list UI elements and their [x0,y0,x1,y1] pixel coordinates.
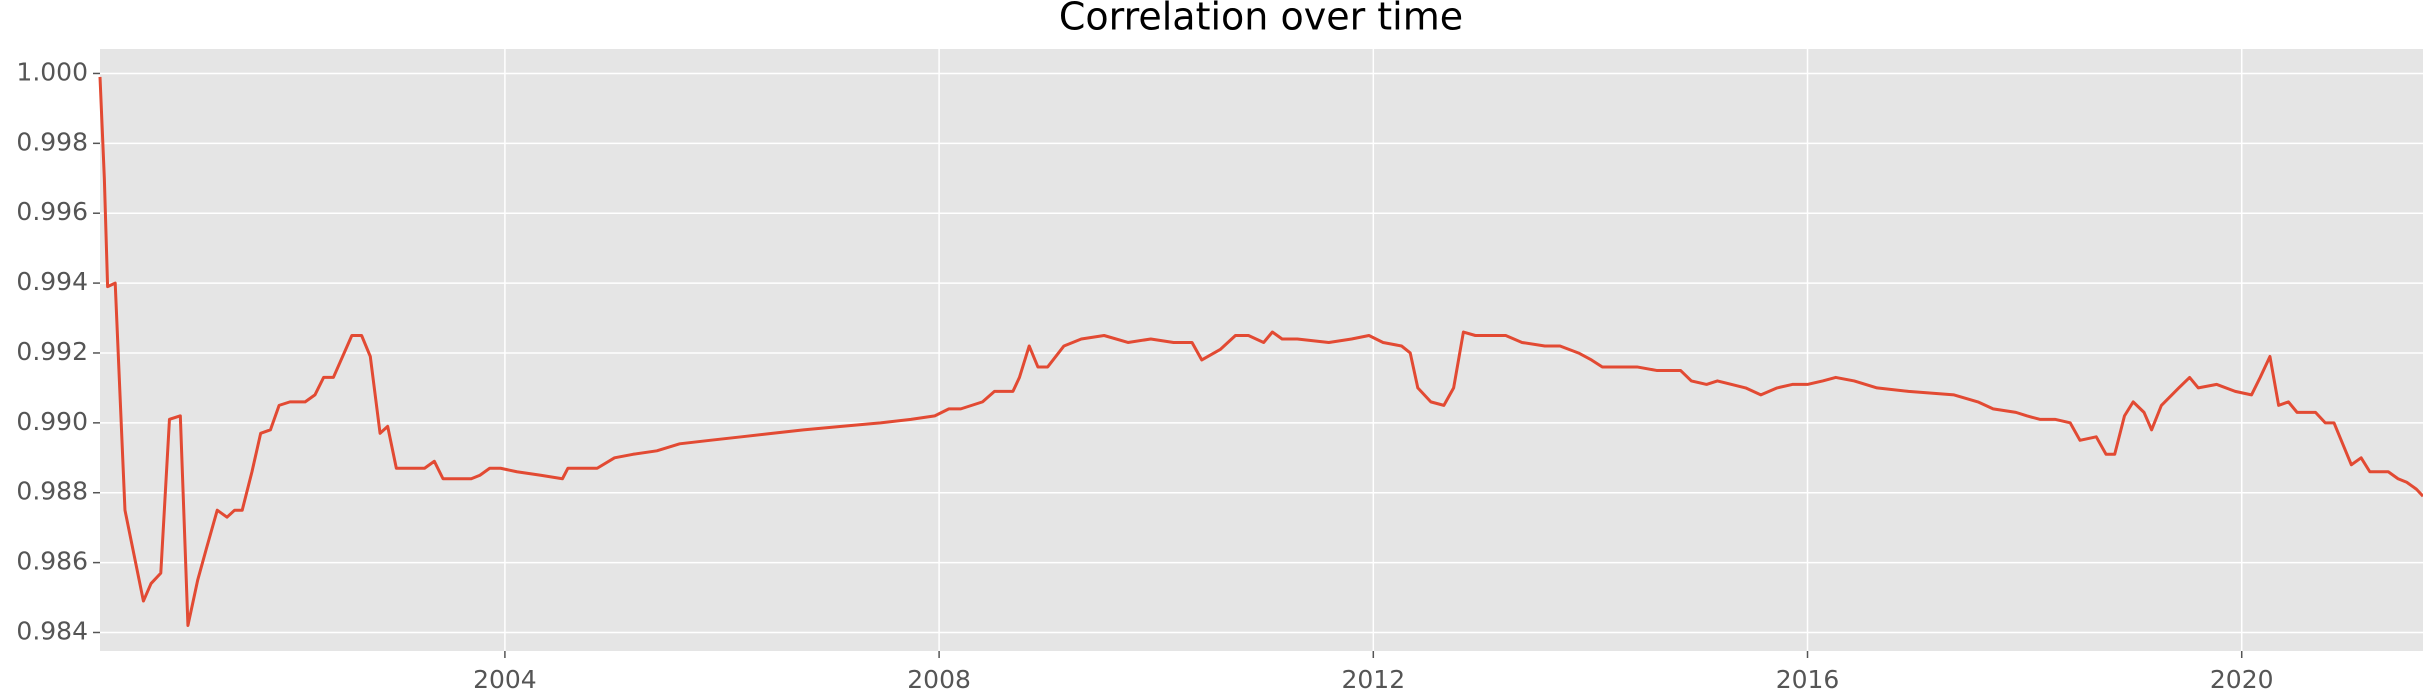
x-tick-label: 2012 [1341,665,1405,694]
y-tick-label: 0.990 [16,407,88,436]
lines [98,76,2423,627]
x-tick-label: 2004 [473,665,537,694]
y-tick-label: 0.988 [16,477,88,506]
y-tick-label: 1.000 [16,57,88,86]
y-tick-label: 0.994 [16,267,88,296]
ticks: 0.984 0.986 0.988 0.990 0.992 0.994 0.996 0.998… [16,57,2273,694]
x-tick-label: 2016 [1776,665,1840,694]
x-tick-label: 2008 [907,665,971,694]
y-tick-label: 0.986 [16,547,88,576]
y-tick-label: 0.984 [16,616,88,645]
plot-background [100,49,2423,651]
chart-title: Correlation over time [1059,0,1463,39]
y-tick-label: 0.996 [16,197,88,226]
grid [100,49,2423,651]
x-tick-label: 2020 [2210,665,2274,694]
y-tick-label: 0.998 [16,127,88,156]
y-tick-label: 0.992 [16,337,88,366]
series-line [98,76,2423,627]
